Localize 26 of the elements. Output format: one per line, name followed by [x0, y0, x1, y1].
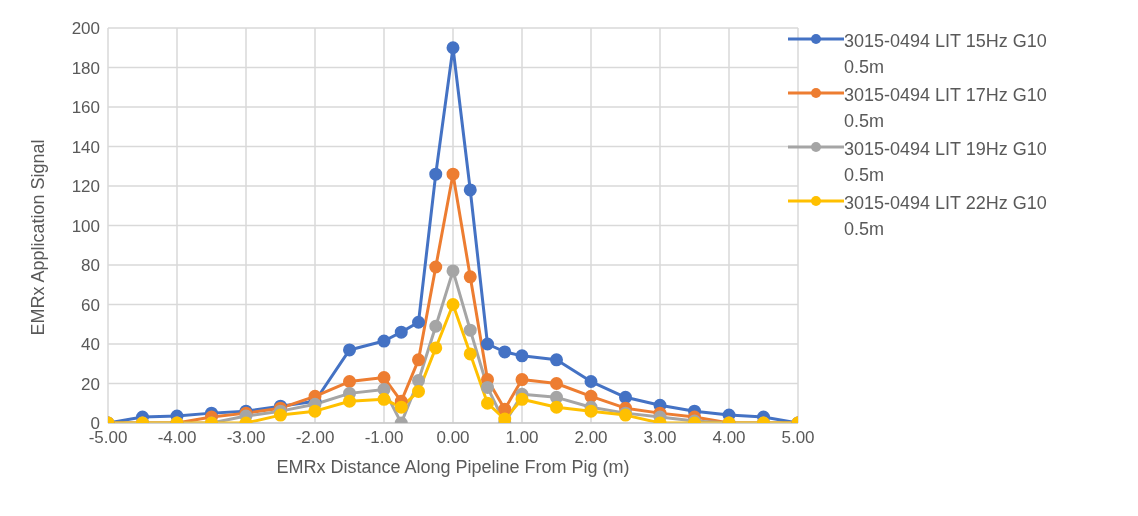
- x-tick-label: -1.00: [364, 428, 404, 448]
- legend-label: 3015-0494 LIT 22Hz G10 0.5m: [844, 192, 1048, 241]
- y-tick-label: 200: [71, 19, 100, 39]
- y-tick-label: 140: [71, 137, 100, 157]
- x-tick-label: 0.00: [436, 428, 470, 448]
- x-tick-label: -2.00: [295, 428, 335, 448]
- y-tick-label: 160: [71, 98, 100, 118]
- x-tick-label: 3.00: [643, 428, 677, 448]
- x-tick-label: 1.00: [505, 428, 539, 448]
- x-tick-label: 5.00: [781, 428, 815, 448]
- y-tick-label: 120: [71, 177, 100, 197]
- y-tick-label: 60: [81, 295, 100, 315]
- x-tick-label: 4.00: [712, 428, 746, 448]
- legend-label: 3015-0494 LIT 19Hz G10 0.5m: [844, 138, 1048, 187]
- x-tick-label: -4.00: [157, 428, 197, 448]
- x-tick-label: -3.00: [226, 428, 266, 448]
- y-tick-label: 40: [81, 335, 100, 355]
- y-tick-label: 20: [81, 374, 100, 394]
- legend-label: 3015-0494 LIT 15Hz G10 0.5m: [844, 30, 1048, 79]
- legend-label: 3015-0494 LIT 17Hz G10 0.5m: [844, 84, 1048, 133]
- y-tick-label: 180: [71, 58, 100, 78]
- y-tick-label: 80: [81, 256, 100, 276]
- y-axis-title: EMRx Application Signal: [28, 139, 49, 336]
- x-tick-label: 2.00: [574, 428, 608, 448]
- y-tick-label: 100: [71, 216, 100, 236]
- x-axis-title: EMRx Distance Along Pipeline From Pig (m): [276, 457, 630, 477]
